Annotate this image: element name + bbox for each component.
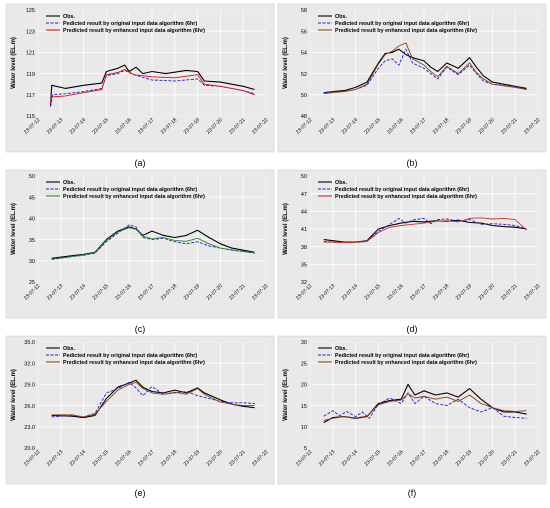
legend-label: Pedicted result by original input data a… [63, 353, 197, 359]
y-tick-label: 52 [301, 72, 307, 78]
legend-label: Obs. [335, 180, 347, 186]
legend-label: Pedicted result by original input data a… [335, 187, 469, 193]
legend-label: Predicted result by enhanced input data … [335, 194, 477, 200]
y-tick-label: 44 [301, 210, 307, 216]
y-tick-label: 48 [301, 114, 307, 120]
y-tick-label: 32 [301, 280, 307, 286]
y-axis-label: Water level (EL.m) [11, 369, 17, 421]
y-tick-label: 56 [301, 29, 307, 35]
legend-label: Pedicted result by original input data a… [335, 353, 469, 359]
y-tick-label: 30 [29, 259, 35, 265]
y-tick-label: 25 [301, 361, 307, 367]
y-tick-label: 125 [26, 8, 35, 14]
panel-e: 20.023.026.029.032.035.023-07-12 23-07-13… [5, 335, 275, 498]
legend-label: Predicted result by enhanced input data … [63, 28, 205, 34]
y-tick-label: 45 [29, 195, 35, 201]
y-tick-label: 29.0 [24, 383, 35, 389]
y-tick-label: 119 [26, 72, 35, 78]
y-tick-label: 10 [301, 425, 307, 431]
legend-label: Obs. [63, 14, 75, 20]
y-tick-label: 26.0 [24, 404, 35, 410]
y-tick-label: 30 [301, 340, 307, 346]
y-tick-label: 25 [29, 280, 35, 286]
y-tick-label: 20 [301, 383, 307, 389]
panel-label: (a) [135, 158, 146, 168]
series-line-obs [323, 219, 527, 243]
y-tick-label: 54 [301, 51, 307, 57]
y-axis-label: Water level (EL.m) [11, 37, 17, 89]
legend-label: Obs. [63, 346, 75, 352]
series-line-enhanced_a [50, 68, 255, 104]
legend-label: Obs. [335, 346, 347, 352]
legend-label: Obs. [63, 180, 75, 186]
y-tick-label: 15 [301, 404, 307, 410]
y-tick-label: 38 [301, 245, 307, 251]
panel-label: (b) [407, 158, 418, 168]
y-tick-label: 121 [26, 51, 35, 57]
panel-label: (f) [408, 488, 417, 498]
y-tick-label: 40 [29, 217, 35, 223]
legend-label: Predicted result by enhanced input data … [63, 194, 205, 200]
y-tick-label: 50 [301, 174, 307, 180]
y-tick-label: 47 [301, 192, 307, 198]
y-axis-label: Water level (EL.m) [283, 203, 289, 255]
series-line-original [323, 392, 527, 419]
legend-label: Predicted result by enhanced input data … [63, 360, 205, 366]
y-tick-label: 50 [29, 174, 35, 180]
panel-label: (e) [135, 488, 146, 498]
series-line-obs [49, 64, 255, 107]
y-tick-label: 117 [26, 93, 35, 99]
y-tick-label: 23.0 [24, 425, 35, 431]
legend-label: Obs. [335, 14, 347, 20]
y-tick-label: 50 [301, 93, 307, 99]
y-tick-label: 58 [301, 8, 307, 14]
y-tick-label: 35 [301, 263, 307, 269]
y-axis-label: Water level (EL.m) [11, 203, 17, 255]
y-axis-label: Water level (EL.m) [283, 37, 289, 89]
series-line-obs [323, 48, 527, 94]
panel-label: (d) [407, 324, 418, 334]
series-line-enhanced_c [51, 227, 255, 260]
series-line-enhanced_b [323, 42, 527, 95]
series-line-enhanced_f [323, 393, 527, 421]
legend-label: Pedicted result by original input data a… [335, 21, 469, 27]
y-tick-label: 5 [304, 446, 307, 452]
y-tick-label: 115 [26, 114, 35, 120]
y-tick-label: 123 [26, 29, 35, 35]
legend-label: Pedicted result by original input data a… [63, 21, 197, 27]
y-tick-label: 35.0 [24, 340, 35, 346]
series-line-original [51, 224, 255, 260]
y-tick-label: 35 [29, 238, 35, 244]
series-line-enhanced_d [323, 217, 527, 243]
legend-label: Predicted result by enhanced input data … [335, 360, 477, 366]
panel-label: (c) [135, 324, 146, 334]
series-line-enhanced_e [51, 381, 255, 418]
y-tick-label: 32.0 [24, 361, 35, 367]
series-line-obs [51, 379, 255, 419]
legend-label: Pedicted result by original input data a… [63, 187, 197, 193]
y-tick-label: 41 [301, 227, 307, 233]
series-line-original [323, 48, 527, 94]
legend-label: Predicted result by enhanced input data … [335, 28, 477, 34]
y-axis-label: Water level (EL.m) [283, 369, 289, 421]
y-tick-label: 20.0 [24, 446, 35, 452]
